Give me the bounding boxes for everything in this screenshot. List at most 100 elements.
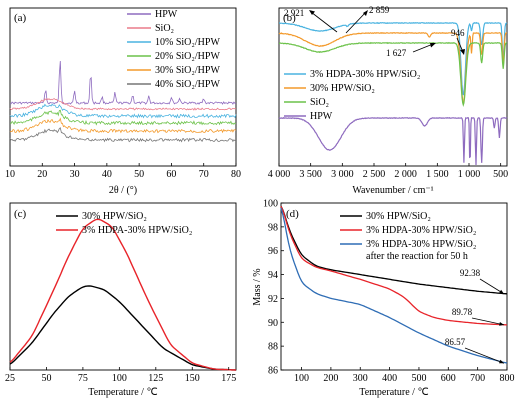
x-tick-label: 700 (470, 373, 485, 384)
panel-c-nh3-tpd: (c) 25 50 75 100 125 150 175 30% HPW/SiO₂ 3% HD… (5, 202, 237, 398)
x-tick-label: 70 (199, 169, 209, 180)
legend-entry: 30% SiO₂/HPW (155, 65, 220, 76)
arrow-946-head (460, 49, 465, 55)
series-line (9, 109, 237, 126)
x-tick-label: 40 (102, 169, 112, 180)
x-tick-label: 500 (411, 373, 426, 384)
panel-a-x-label: 2θ / (°) (109, 185, 137, 196)
x-tick-label: 50 (41, 373, 51, 384)
x-tick-label: 2 500 (363, 169, 386, 180)
panel-a-curves (9, 60, 237, 143)
y-tick-label: 88 (268, 342, 278, 353)
x-tick-label: 300 (353, 373, 368, 384)
end-value-arrow (464, 347, 505, 364)
legend-entry: 30% HPW/SiO₂ (82, 211, 147, 222)
legend-entry: 3% HDPA-30% HPW/SiO₂ (366, 239, 476, 250)
series-line (9, 218, 237, 371)
legend-entry: 20% SiO₂/HPW (155, 51, 220, 62)
panel-d-x-label: Temperature / ℃ (359, 387, 428, 398)
panel-d-label: (d) (286, 208, 299, 220)
panel-d-y-label: Mass / % (252, 268, 263, 305)
legend-entry: SiO₂ (155, 23, 174, 34)
panel-b-annotations: 2 921 2 859 1 627 946 (284, 5, 465, 58)
series-line (10, 60, 237, 105)
y-tick-label: 100 (263, 199, 278, 210)
end-value-arrow (471, 317, 505, 326)
y-tick-label: 98 (268, 222, 278, 233)
legend-entry: SiO₂ (310, 97, 329, 108)
x-tick-label: 1 000 (458, 169, 481, 180)
series-line (279, 41, 507, 108)
x-tick-label: 30 (70, 169, 80, 180)
arrow-2859 (345, 11, 367, 34)
panel-c-curves (9, 218, 237, 371)
x-tick-label: 60 (166, 169, 176, 180)
panel-b-frame (278, 7, 508, 167)
x-tick-label: 400 (382, 373, 397, 384)
panel-d-end-labels: 92.38 89.78 86.57 (445, 268, 505, 364)
panel-c-legend: 30% HPW/SiO₂ 3% HDPA-30% HPW/SiO₂ (56, 211, 192, 236)
x-tick-label: 20 (37, 169, 47, 180)
arrow-1627-head (430, 43, 436, 48)
panel-c-x-label: Temperature / ℃ (88, 387, 157, 398)
x-tick-label: 25 (5, 373, 15, 384)
series-line (280, 205, 508, 295)
x-tick-label: 50 (134, 169, 144, 180)
x-tick-label: 125 (148, 373, 163, 384)
series-line (9, 285, 237, 371)
panel-d-curves (280, 205, 508, 364)
legend-entry: 40% SiO₂/HPW (155, 79, 220, 90)
x-tick-label: 600 (441, 373, 456, 384)
legend-entry: 3% HDPA-30% HPW/SiO₂ (82, 225, 192, 236)
legend-entry: 30% HPW/SiO₂ (310, 83, 375, 94)
end-value-arrow (479, 278, 505, 295)
series-line (9, 98, 237, 111)
y-tick-label: 86 (268, 366, 278, 377)
panel-b-ftir: (b) 4 000 3 500 3 000 2 500 2 000 1 500 1 000 5… (268, 5, 508, 196)
panel-d-tga: (d) 100 200 300 400 500 600 700 800 86 88 90 92 94 96… (252, 199, 515, 399)
x-tick-label: 150 (185, 373, 200, 384)
annotation-2921: 2 921 (284, 8, 304, 18)
panel-d-legend: 30% HPW/SiO₂ 3% HDPA-30% HPW/SiO₂ 3% HDPA-… (340, 211, 476, 262)
series-line (9, 103, 237, 119)
panel-c-label: (c) (14, 208, 27, 220)
arrow-2921 (310, 11, 338, 33)
x-tick-label: 2 000 (394, 169, 417, 180)
y-tick-label: 90 (268, 318, 278, 329)
legend-entry: HPW (155, 9, 178, 20)
legend-entry: 3% HDPA-30% HPW/SiO₂ (366, 225, 476, 236)
series-line (278, 31, 508, 104)
panel-a-x-ticks: 10 20 30 40 50 60 70 80 (5, 163, 241, 180)
end-value-arrowhead (499, 322, 504, 326)
annotation-2859: 2 859 (369, 5, 390, 15)
arrow-2921-head (309, 10, 315, 15)
x-tick-label: 10 (5, 169, 15, 180)
end-value-arrowhead (499, 359, 504, 364)
panel-a-label: (a) (14, 12, 27, 24)
panel-b-label: (b) (283, 12, 296, 24)
x-tick-label: 3 000 (331, 169, 354, 180)
panel-b-x-label: Wavenumber / cm⁻¹ (352, 185, 433, 196)
x-tick-label: 800 (500, 373, 515, 384)
series-line (280, 206, 508, 326)
x-tick-label: 80 (231, 169, 241, 180)
end-value-label: 86.57 (445, 337, 466, 347)
x-tick-label: 75 (78, 373, 88, 384)
y-tick-label: 96 (268, 246, 278, 257)
x-tick-label: 100 (294, 373, 309, 384)
arrow-2859-head (363, 10, 368, 16)
annotation-1627: 1 627 (386, 48, 407, 58)
panel-c-x-ticks: 25 50 75 100 125 150 175 (5, 367, 236, 384)
panel-b-x-ticks: 4 000 3 500 3 000 2 500 2 000 1 500 1 000 500 (268, 163, 508, 180)
end-value-label: 89.78 (452, 307, 473, 317)
x-tick-label: 100 (112, 373, 127, 384)
legend-entry: after the reaction for 50 h (366, 251, 468, 262)
end-value-arrowhead (499, 289, 504, 294)
end-value-label: 92.38 (460, 268, 481, 278)
y-tick-label: 92 (268, 294, 278, 305)
panel-a-xrd: (a) 10 20 30 40 50 60 70 80 HPW SiO₂ 10% SiO₂/HPW… (5, 7, 241, 196)
panel-a-frame (9, 7, 237, 167)
panel-b-legend: 3% HDPA-30% HPW/SiO₂ 30% HPW/SiO₂ SiO₂ HPW (284, 69, 420, 122)
series-line (279, 21, 508, 96)
x-tick-label: 3 500 (299, 169, 322, 180)
